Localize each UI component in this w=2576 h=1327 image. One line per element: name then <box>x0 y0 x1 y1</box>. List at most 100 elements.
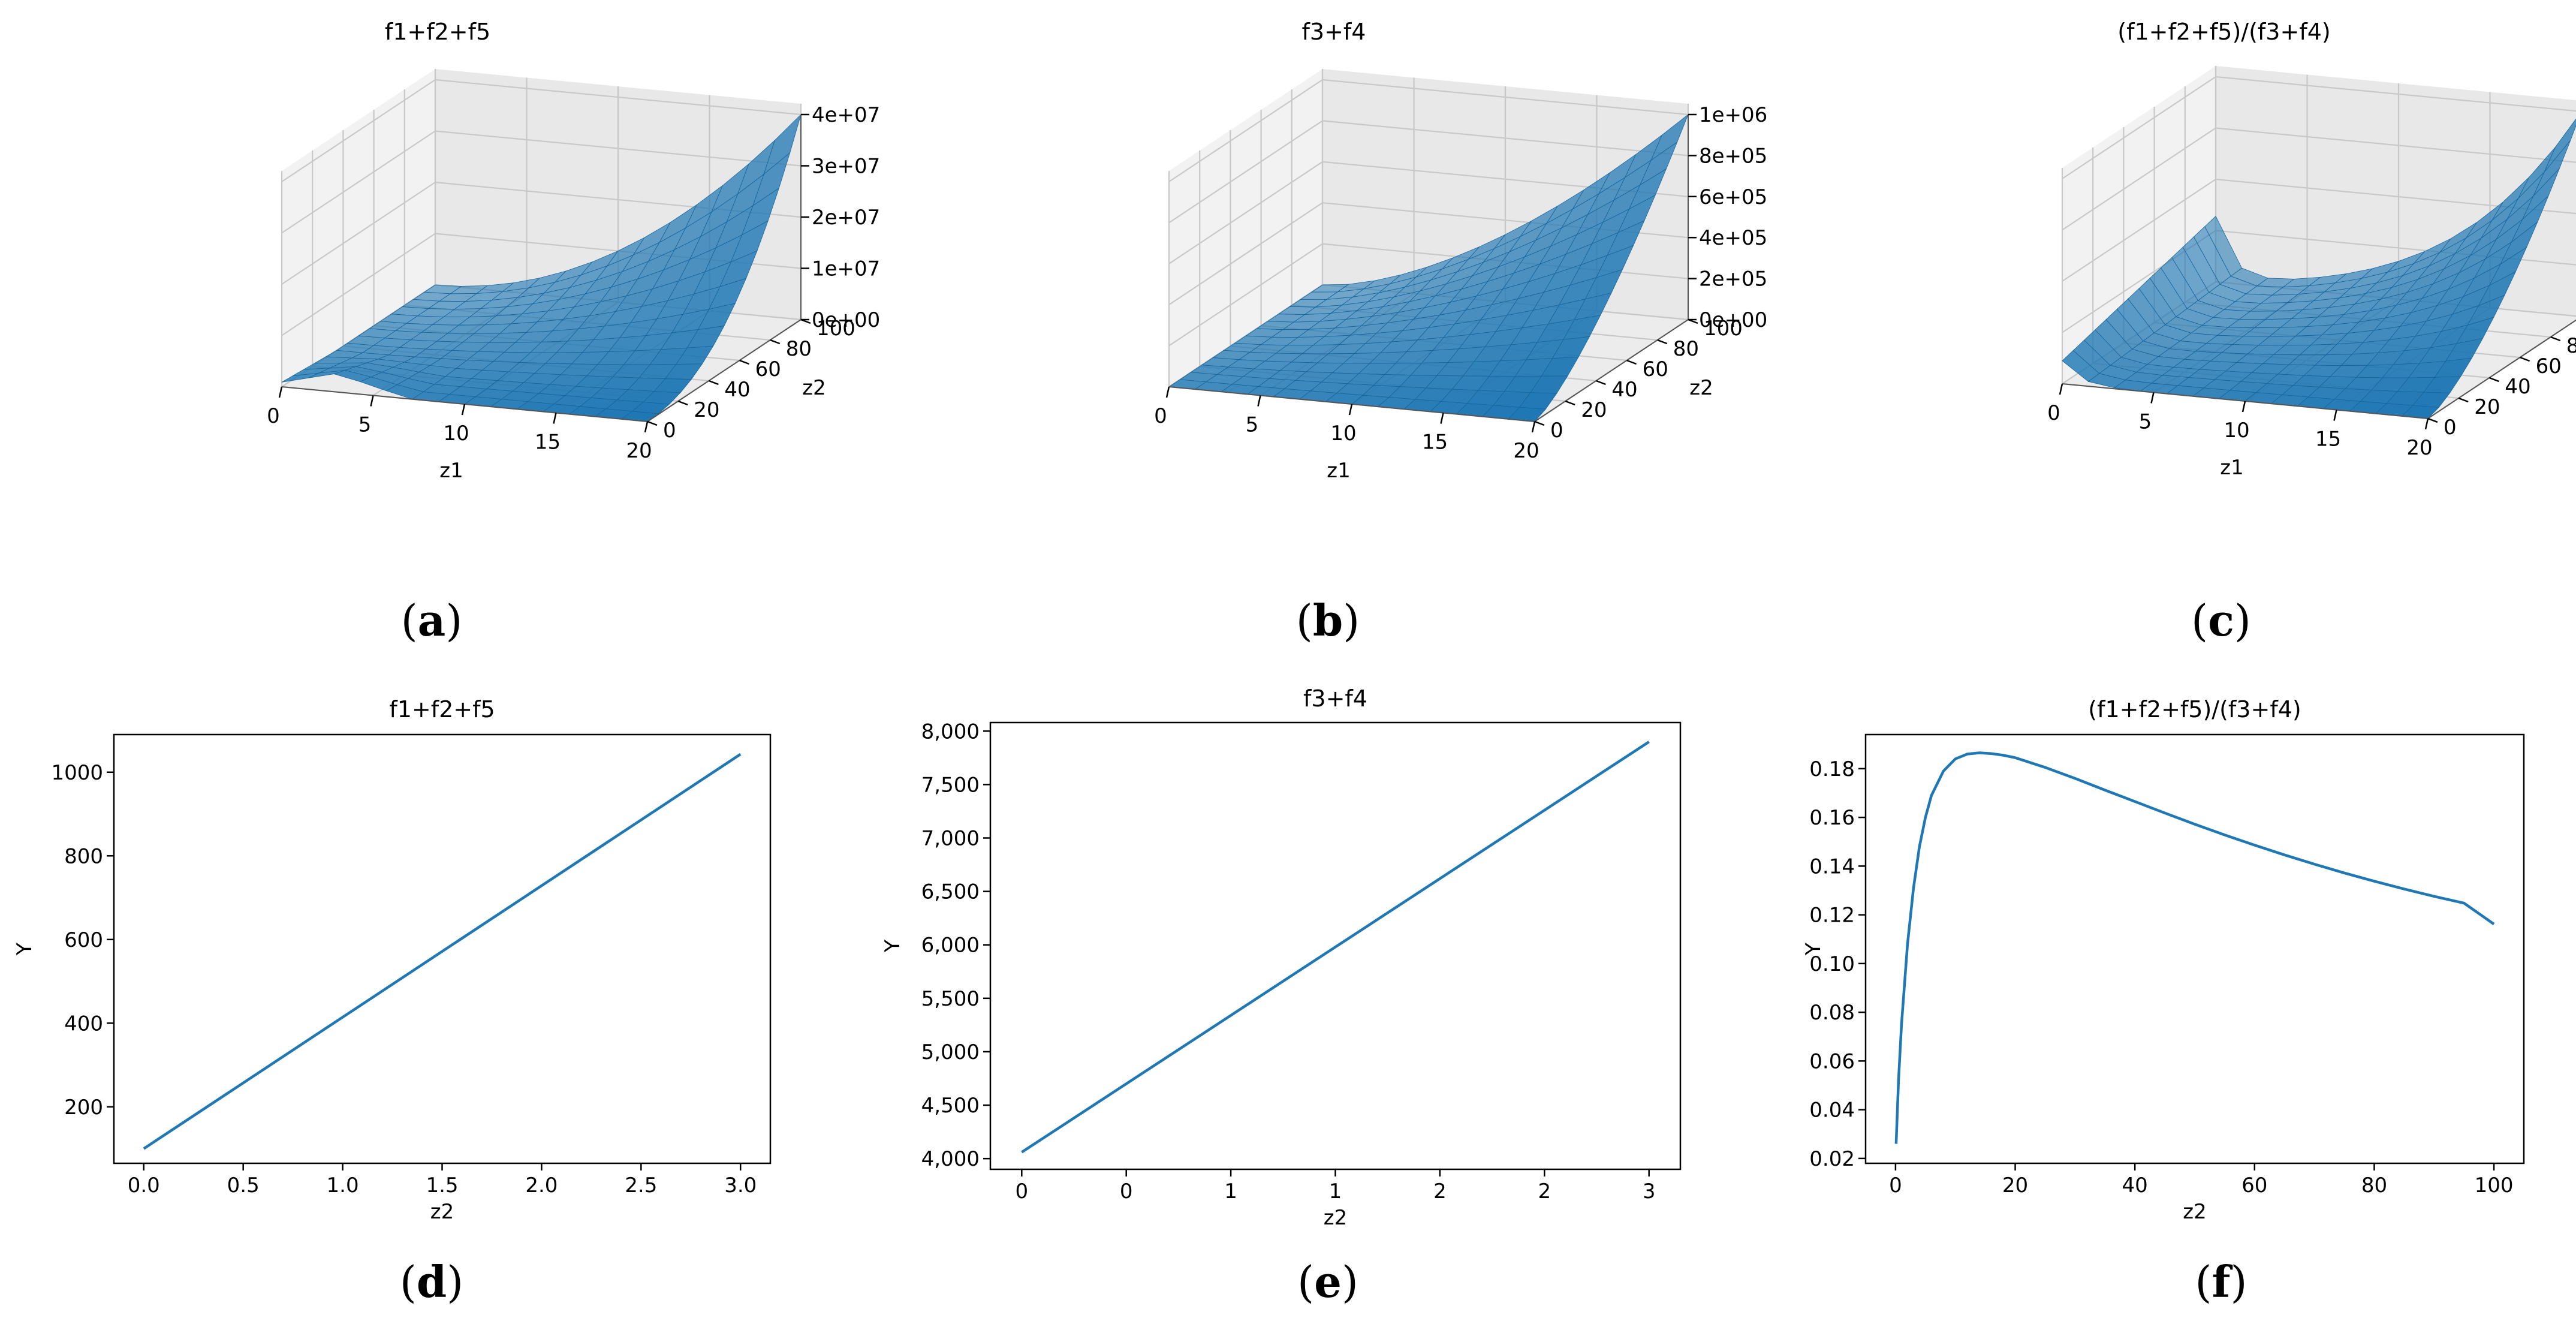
subplot-letter: b <box>1313 595 1343 646</box>
y-tick <box>2520 356 2530 362</box>
series-line <box>1894 751 2495 1144</box>
x-tick-label: 2 <box>1538 1179 1551 1203</box>
y-tick-label: 0.18 <box>1809 757 1855 781</box>
paren-close: ) <box>2230 1257 2247 1307</box>
side-grid-line <box>281 130 436 234</box>
side-grid-line <box>281 182 436 285</box>
y-tick-label: 0.16 <box>1809 806 1855 830</box>
x-tick <box>1440 413 1444 424</box>
x-tick <box>644 421 649 433</box>
side-grid-line <box>281 233 436 336</box>
y-tick-label: 80 <box>2566 334 2576 358</box>
z-tick-label: 8e+05 <box>1699 144 1767 168</box>
x-tick-label: 1 <box>1224 1179 1237 1203</box>
y-tick-label: 40 <box>2505 375 2530 399</box>
paren-close: ) <box>1342 1257 1358 1307</box>
x-axis-label: z1 <box>2220 456 2243 480</box>
back-grid-line <box>2215 127 2576 163</box>
y-axis-line <box>647 319 802 422</box>
x-tick-label: 20 <box>1513 439 1539 463</box>
chart-c: 05101520z1020406080100z20e+001e+012e+013… <box>2047 19 2576 480</box>
x-tick-label: 0 <box>1154 404 1167 428</box>
x-tick-label: 10 <box>1330 422 1356 446</box>
x-tick <box>1531 421 1536 433</box>
chart-title: (f1+f2+f5)/(f3+f4) <box>2117 19 2330 45</box>
z-tick-label: 1e+06 <box>1699 103 1767 127</box>
y-tick-label: 0.10 <box>1809 952 1855 976</box>
x-tick-label: 5 <box>358 413 372 437</box>
z-tick-label: 4e+05 <box>1699 226 1767 250</box>
x-tick-label: 60 <box>2241 1173 2267 1197</box>
subplot-label-d: (d) <box>400 1256 464 1307</box>
x-tick-label: 0 <box>2047 401 2060 425</box>
y-tick-label: 0 <box>2444 416 2457 440</box>
paren-open: ( <box>2191 595 2208 646</box>
subplot-letter: d <box>417 1256 447 1307</box>
back-grid-line <box>1322 120 1689 157</box>
subplot-label-e: (e) <box>1297 1256 1358 1307</box>
y-tick <box>708 380 719 386</box>
chart-title: (f1+f2+f5)/(f3+f4) <box>2088 696 2301 723</box>
x-axis-label: z2 <box>430 1200 454 1224</box>
y-tick-label: 1000 <box>51 761 103 785</box>
x-tick-label: 10 <box>2224 419 2249 443</box>
side-grid-line <box>2062 179 2216 282</box>
paren-close: ) <box>447 1257 463 1307</box>
subplot-letter: c <box>2208 595 2234 646</box>
chart-title: f1+f2+f5 <box>385 19 490 45</box>
y-tick-label: 40 <box>724 378 750 402</box>
y-tick-label: 100 <box>1704 317 1743 341</box>
y-tick-label: 8,000 <box>921 720 980 744</box>
x-tick-label: 3 <box>1643 1179 1656 1203</box>
z-tick-label: 0e+00 <box>1699 308 1767 332</box>
chart-b: 0 5 10 15 20z1020406080100z20e+002e+054e+056… <box>1154 19 1767 483</box>
paren-open: ( <box>2195 1257 2212 1307</box>
back-grid-line <box>435 79 802 116</box>
left-pane <box>282 69 435 387</box>
y-tick-label: 0 <box>663 419 676 443</box>
y-tick-label: 0.02 <box>1809 1147 1855 1171</box>
paren-close: ) <box>445 595 462 646</box>
x-tick <box>2150 392 2155 404</box>
y-tick-label: 200 <box>64 1096 103 1120</box>
y-tick-label: 0.12 <box>1809 904 1855 928</box>
x-tick-label: 20 <box>2002 1173 2028 1197</box>
x-tick-label: 15 <box>535 431 561 455</box>
x-tick-label: 5 <box>1246 413 1259 437</box>
back-grid-line <box>2215 76 2576 112</box>
paren-close: ) <box>1343 595 1360 646</box>
x-axis-label: z1 <box>1327 459 1350 483</box>
x-tick <box>2424 418 2429 430</box>
y-axis-line <box>2427 319 2576 419</box>
x-tick <box>278 386 283 398</box>
y-tick-label: 5,000 <box>921 1040 980 1064</box>
z-tick-label: 0e+00 <box>812 308 880 332</box>
y-tick-label: 4,500 <box>921 1094 980 1118</box>
left-pane <box>1169 69 1322 387</box>
x-tick <box>1348 404 1353 416</box>
x-tick-label: 1.5 <box>426 1173 458 1197</box>
y-tick-label: 5,500 <box>921 987 980 1011</box>
series-line <box>1021 741 1650 1154</box>
x-tick <box>2333 410 2337 421</box>
y-tick-label: 60 <box>2536 354 2562 378</box>
y-tick <box>2427 417 2438 423</box>
x-tick-label: 2.5 <box>625 1173 657 1197</box>
subplot-letter: a <box>418 595 446 646</box>
y-tick-label: 400 <box>64 1012 103 1036</box>
y-tick-label: 20 <box>2474 395 2500 419</box>
y-tick <box>1595 380 1606 386</box>
side-grid-line <box>281 79 436 182</box>
x-tick <box>2241 401 2246 413</box>
z-tick-label: 6e+05 <box>1699 185 1767 209</box>
side-grid-line <box>1168 120 1323 224</box>
y-tick-label: 0.08 <box>1809 1001 1855 1025</box>
y-tick <box>739 359 750 365</box>
x-tick-label: 15 <box>2315 428 2341 452</box>
paren-close: ) <box>2234 595 2251 646</box>
z-tick-label: 3e+07 <box>812 155 880 179</box>
x-tick-label: 20 <box>626 439 652 463</box>
back-grid-line <box>435 130 802 167</box>
y-tick-label: 0 <box>1550 419 1563 443</box>
